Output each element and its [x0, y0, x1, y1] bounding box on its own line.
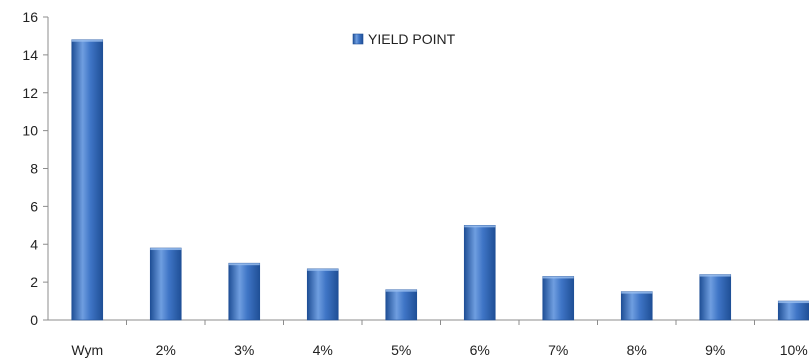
bar [385, 289, 418, 321]
bar-top-highlight [542, 276, 574, 279]
bar-top-highlight [385, 289, 417, 292]
bar [306, 268, 339, 321]
x-tick-label: 2% [156, 342, 176, 358]
bar [542, 276, 575, 321]
bar-top-highlight [621, 291, 653, 294]
y-tick-label: 14 [22, 47, 38, 63]
bar-top-highlight [699, 274, 731, 277]
bar [777, 300, 809, 321]
x-tick-label: 10% [780, 342, 808, 358]
bar [463, 225, 496, 321]
legend: YIELD POINT [352, 31, 456, 47]
y-tick-label: 10 [22, 123, 38, 139]
legend-swatch [352, 33, 364, 45]
y-tick-label: 0 [30, 312, 38, 328]
y-axis-ticks: 0 2 4 6 8 10 12 14 16 [22, 9, 48, 328]
legend-label: YIELD POINT [368, 31, 456, 47]
y-tick-label: 2 [30, 274, 38, 290]
bar-top-highlight [228, 263, 260, 266]
x-tick-label: 5% [391, 342, 411, 358]
bar [620, 291, 653, 321]
bar-top-highlight [71, 39, 103, 42]
bar [699, 274, 732, 321]
y-tick-label: 4 [30, 236, 38, 252]
y-tick-label: 8 [30, 161, 38, 177]
x-tick-label: 3% [234, 342, 254, 358]
bar-top-highlight [464, 225, 496, 228]
x-tick-label: Wym [71, 342, 103, 358]
x-tick-label: 9% [705, 342, 725, 358]
y-tick-label: 6 [30, 198, 38, 214]
bar [71, 39, 104, 321]
bar [228, 262, 261, 321]
x-tick-label: 8% [627, 342, 647, 358]
bar-top-highlight [150, 248, 182, 251]
bar-top-highlight [307, 268, 339, 271]
bar-top-highlight [778, 301, 809, 304]
x-tick-label: 6% [470, 342, 490, 358]
x-tick-label: 4% [313, 342, 333, 358]
x-axis-labels: Wym 2% 3% 4% 5% 6% 7% 8% 9% 10% [71, 342, 807, 358]
y-tick-label: 16 [22, 9, 38, 25]
y-tick-label: 12 [22, 85, 38, 101]
x-tick-label: 7% [548, 342, 568, 358]
bars [71, 39, 809, 321]
bar [149, 247, 182, 321]
